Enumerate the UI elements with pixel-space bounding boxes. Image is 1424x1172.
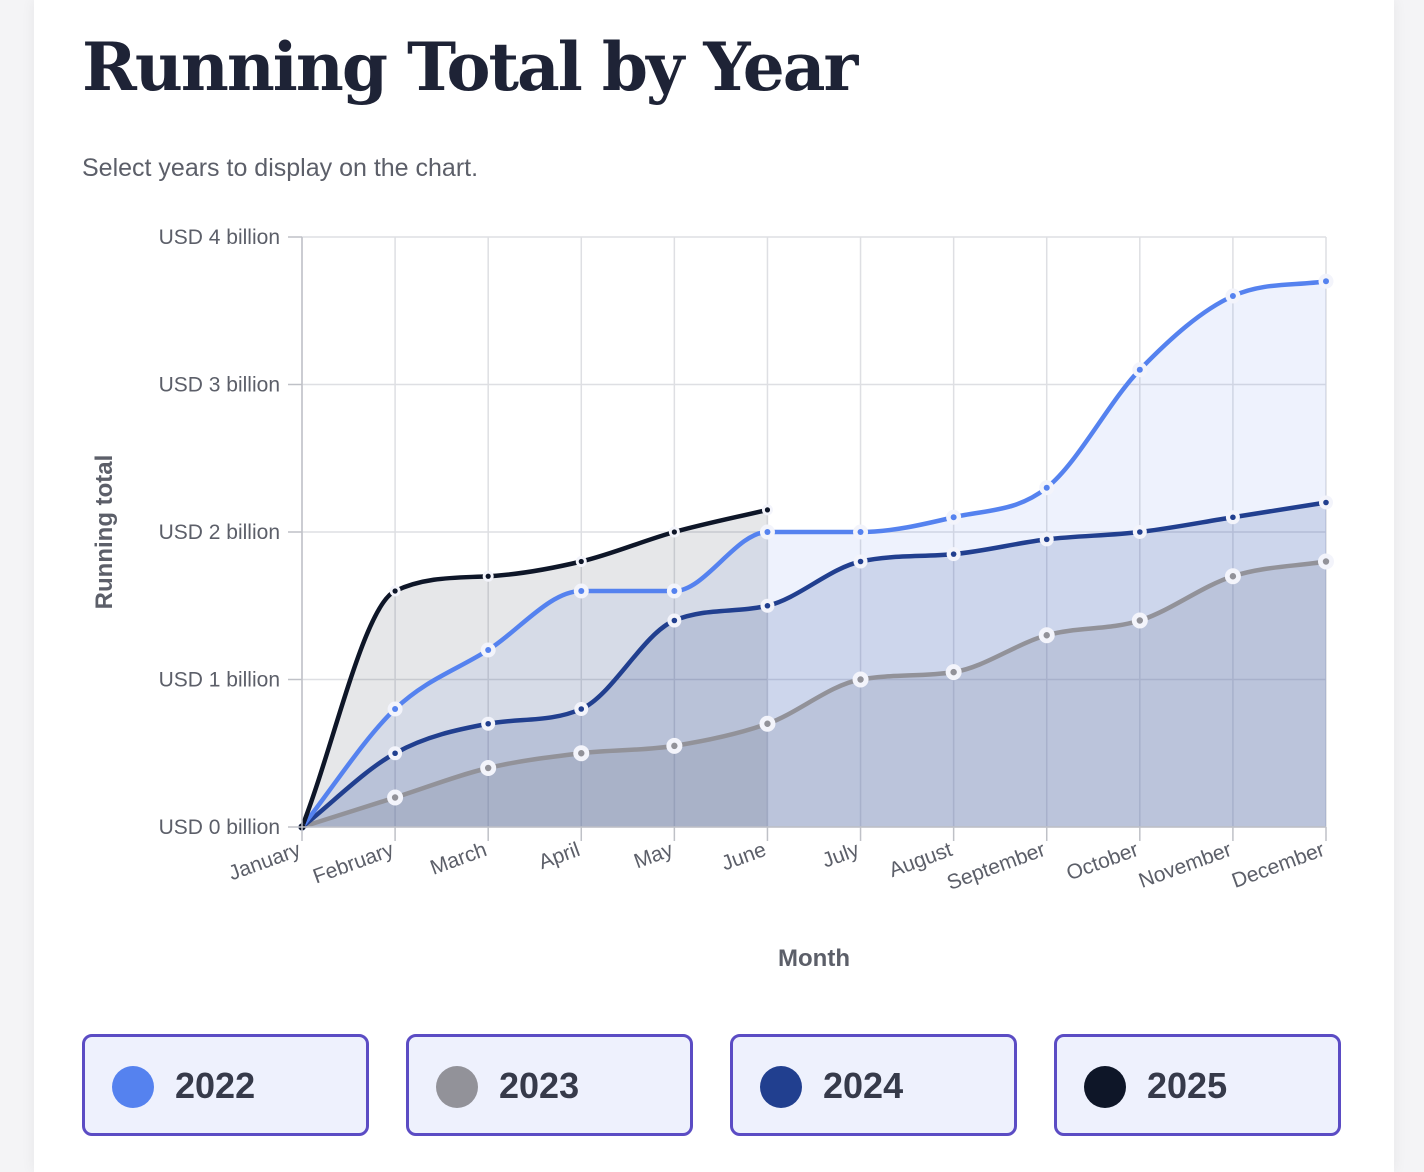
x-tick-label: March [427, 838, 490, 880]
point-2024 [388, 746, 403, 761]
point-2024 [946, 547, 961, 562]
x-tick-label: February [310, 838, 397, 889]
legend-swatch-2023 [436, 1066, 478, 1108]
point-2024 [1132, 525, 1147, 539]
point-2023 [1131, 612, 1148, 629]
point-2025 [482, 570, 494, 582]
series-areas [302, 281, 1326, 827]
point-2024 [1319, 495, 1333, 510]
point-2022 [759, 524, 775, 540]
y-tick-label: USD 1 billion [159, 669, 280, 692]
x-tick-label: October [1063, 838, 1141, 885]
point-2022 [946, 509, 962, 525]
point-2023 [573, 745, 590, 762]
point-2022 [1039, 480, 1055, 496]
point-2024 [1225, 510, 1240, 525]
point-2024 [1039, 532, 1054, 547]
x-tick-label: September [944, 838, 1048, 895]
point-2024 [853, 554, 868, 569]
x-tick-label: April [536, 838, 583, 874]
legend-swatch-2025 [1084, 1066, 1126, 1108]
point-2022 [1132, 362, 1148, 378]
legend-label-2023: 2023 [499, 1065, 580, 1106]
x-tick-label: December [1229, 838, 1328, 893]
point-2025 [575, 556, 587, 567]
running-total-chart: USD 0 billion USD 1 billion USD 2 billion U… [91, 226, 1334, 972]
point-2023 [759, 715, 776, 732]
point-2024 [667, 613, 682, 628]
legend-label-2024: 2024 [823, 1065, 904, 1106]
legend-toggle-2023[interactable]: 2023 [406, 1034, 693, 1136]
point-2022 [666, 583, 682, 599]
point-2023 [480, 760, 497, 776]
area-2023 [302, 561, 1326, 827]
y-tick-label: USD 3 billion [159, 374, 280, 397]
area-2024 [302, 502, 1326, 827]
point-2022 [387, 701, 403, 717]
point-2023 [1318, 553, 1334, 570]
legend-swatch-2022 [112, 1066, 154, 1108]
legend-toggle-2022[interactable]: 2022 [82, 1034, 369, 1136]
grid [301, 236, 1327, 828]
point-2025 [389, 585, 401, 597]
legend-label-2022: 2022 [175, 1065, 256, 1106]
legend-swatch-2024 [760, 1066, 802, 1108]
area-2022 [302, 281, 1326, 827]
page-title: Running Total by Year [82, 28, 858, 106]
page-subtitle: Select years to display on the chart. [82, 154, 479, 182]
point-2025 [668, 526, 680, 538]
legend-toggle-2025[interactable]: 2025 [1054, 1034, 1341, 1136]
x-tick-label: June [718, 838, 769, 875]
x-tick-label: January [226, 838, 305, 885]
x-tick-label: May [631, 838, 677, 873]
legend-label-2025: 2025 [1147, 1065, 1228, 1106]
y-axis-title: Running total [91, 455, 118, 610]
point-2024 [760, 598, 775, 613]
point-2024 [481, 716, 496, 731]
point-2022 [1225, 288, 1241, 304]
y-tick-label: USD 0 billion [159, 816, 280, 839]
x-tick-label: July [819, 838, 862, 873]
x-tick-label: November [1136, 838, 1235, 893]
point-2022 [573, 583, 589, 599]
point-2023 [1038, 627, 1055, 644]
point-2023 [387, 789, 404, 806]
point-2023 [666, 737, 683, 754]
y-tick-label: USD 2 billion [159, 521, 280, 544]
chart-card [34, 0, 1394, 1172]
point-2024 [574, 702, 589, 716]
point-2022 [853, 524, 869, 540]
series-points [298, 273, 1334, 831]
point-2022 [480, 642, 496, 658]
point-2022 [1318, 273, 1334, 289]
point-2023 [945, 664, 962, 681]
point-2023 [852, 671, 869, 688]
point-2025 [761, 504, 773, 516]
point-2023 [1224, 568, 1241, 585]
legend-toggle-2024[interactable]: 2024 [730, 1034, 1017, 1136]
x-axis-title: Month [778, 945, 850, 972]
y-tick-label: USD 4 billion [159, 226, 280, 249]
area-2025 [302, 509, 768, 827]
